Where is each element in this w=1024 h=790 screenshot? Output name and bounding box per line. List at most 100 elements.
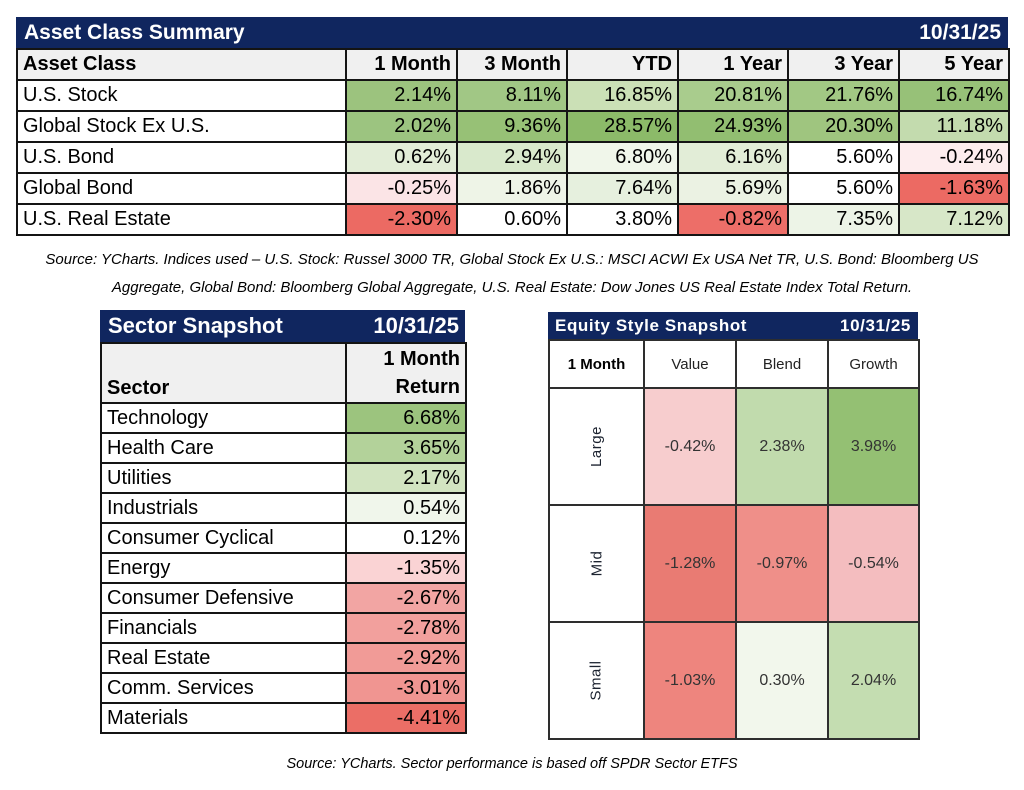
sector-return-column-header: 1 Month Return <box>345 342 467 404</box>
asset-value-cell: -0.25% <box>345 172 458 205</box>
equity-style-cell: 3.98% <box>827 387 920 506</box>
equity-header-row: 1 Month Value Blend Growth <box>548 339 920 389</box>
equity-style-cell: 0.30% <box>735 621 829 740</box>
sector-snapshot-section: Sector Snapshot 10/31/25 Sector 1 Month … <box>100 310 467 734</box>
asset-value-cell: 5.60% <box>787 141 900 174</box>
asset-value-cell: 28.57% <box>566 110 679 143</box>
asset-name: U.S. Bond <box>16 141 347 174</box>
asset-table-titlebar: Asset Class Summary 10/31/25 <box>16 17 1008 48</box>
asset-period-column-header: 3 Month <box>456 48 568 81</box>
sector-table-title: Sector Snapshot <box>108 313 283 338</box>
equity-size-label: Small <box>548 621 645 740</box>
sector-return-cell: 0.54% <box>345 492 467 524</box>
sector-return-cell: 0.12% <box>345 522 467 554</box>
asset-source-line-1: Source: YCharts. Indices used – U.S. Sto… <box>45 251 979 268</box>
asset-value-cell: -1.63% <box>898 172 1010 205</box>
asset-value-cell: 7.35% <box>787 203 900 236</box>
asset-value-cell: 6.16% <box>677 141 789 174</box>
asset-table-date: 10/31/25 <box>919 20 1001 44</box>
asset-value-cell: 1.86% <box>456 172 568 205</box>
sector-return-cell: 3.65% <box>345 432 467 464</box>
sector-row: Energy -1.35% <box>100 552 467 584</box>
equity-size-label-text: Large <box>588 425 605 467</box>
equity-column-header-growth: Growth <box>827 339 920 389</box>
equity-row: Large -0.42% 2.38% 3.98% <box>548 387 920 506</box>
asset-value-cell: 21.76% <box>787 79 900 112</box>
equity-size-label: Large <box>548 387 645 506</box>
sector-name: Utilities <box>100 462 347 494</box>
asset-row: Global Stock Ex U.S. 2.02% 9.36% 28.57% 24.9… <box>16 110 1010 143</box>
asset-value-cell: 20.30% <box>787 110 900 143</box>
sector-source-note: Source: YCharts. Sector performance is b… <box>286 756 738 772</box>
sector-return-cell: -2.78% <box>345 612 467 644</box>
sector-name: Consumer Defensive <box>100 582 347 614</box>
asset-value-cell: 16.74% <box>898 79 1010 112</box>
asset-table: Asset Class 1 Month 3 Month YTD 1 Year 3 Year… <box>16 48 1010 236</box>
equity-corner-header: 1 Month <box>548 339 645 389</box>
asset-value-cell: 7.64% <box>566 172 679 205</box>
asset-value-cell: 20.81% <box>677 79 789 112</box>
sector-name: Technology <box>100 402 347 434</box>
asset-name: U.S. Stock <box>16 79 347 112</box>
equity-table-title: Equity Style Snapshot <box>555 315 748 335</box>
sector-name: Real Estate <box>100 642 347 674</box>
asset-row: U.S. Bond 0.62% 2.94% 6.80% 6.16% 5.60% -0.24% <box>16 141 1010 174</box>
asset-period-column-header: 3 Year <box>787 48 900 81</box>
asset-value-cell: 16.85% <box>566 79 679 112</box>
sector-name: Materials <box>100 702 347 734</box>
asset-name: Global Bond <box>16 172 347 205</box>
asset-table-body: U.S. Stock 2.14% 8.11% 16.85% 20.81% 21.76% 16… <box>16 79 1010 236</box>
equity-row: Small -1.03% 0.30% 2.04% <box>548 621 920 740</box>
equity-style-cell: 2.38% <box>735 387 829 506</box>
asset-value-cell: -0.82% <box>677 203 789 236</box>
sector-name: Health Care <box>100 432 347 464</box>
sector-row: Industrials 0.54% <box>100 492 467 524</box>
equity-style-cell: -0.54% <box>827 504 920 623</box>
sector-header-row: Sector 1 Month Return <box>100 342 467 404</box>
equity-column-header-value: Value <box>643 339 737 389</box>
sector-return-cell: -1.35% <box>345 552 467 584</box>
asset-value-cell: 5.60% <box>787 172 900 205</box>
equity-style-cell: -1.28% <box>643 504 737 623</box>
sector-column-header: Sector <box>100 342 347 404</box>
asset-value-cell: 0.62% <box>345 141 458 174</box>
asset-value-cell: 11.18% <box>898 110 1010 143</box>
sector-row: Real Estate -2.92% <box>100 642 467 674</box>
sector-table-body: Technology 6.68% Health Care 3.65% Utilities… <box>100 402 467 734</box>
asset-source-note: Source: YCharts. Indices used – U.S. Sto… <box>0 246 1024 302</box>
equity-row: Mid -1.28% -0.97% -0.54% <box>548 504 920 623</box>
asset-value-cell: 24.93% <box>677 110 789 143</box>
equity-size-label: Mid <box>548 504 645 623</box>
sector-name: Industrials <box>100 492 347 524</box>
asset-class-column-header: Asset Class <box>16 48 347 81</box>
equity-style-cell: -0.42% <box>643 387 737 506</box>
asset-value-cell: -2.30% <box>345 203 458 236</box>
asset-value-cell: 9.36% <box>456 110 568 143</box>
asset-source-line-2: Aggregate, Global Bond: Bloomberg Global… <box>111 279 913 296</box>
asset-table-title: Asset Class Summary <box>24 20 245 44</box>
equity-style-cell: -1.03% <box>643 621 737 740</box>
asset-name: Global Stock Ex U.S. <box>16 110 347 143</box>
equity-column-header-blend: Blend <box>735 339 829 389</box>
asset-period-column-header: YTD <box>566 48 679 81</box>
asset-value-cell: 6.80% <box>566 141 679 174</box>
asset-value-cell: -0.24% <box>898 141 1010 174</box>
equity-style-cell: -0.97% <box>735 504 829 623</box>
sector-name: Energy <box>100 552 347 584</box>
asset-period-column-header: 1 Month <box>345 48 458 81</box>
asset-value-cell: 3.80% <box>566 203 679 236</box>
sector-row: Materials -4.41% <box>100 702 467 734</box>
asset-row: U.S. Stock 2.14% 8.11% 16.85% 20.81% 21.76% 16… <box>16 79 1010 112</box>
asset-name: U.S. Real Estate <box>16 203 347 236</box>
sector-return-cell: -3.01% <box>345 672 467 704</box>
equity-style-snapshot-section: Equity Style Snapshot 10/31/25 1 Month V… <box>548 312 920 740</box>
sector-row: Comm. Services -3.01% <box>100 672 467 704</box>
sector-row: Utilities 2.17% <box>100 462 467 494</box>
sector-return-cell: 6.68% <box>345 402 467 434</box>
equity-size-label-text: Small <box>587 659 605 701</box>
equity-style-cell: 2.04% <box>827 621 920 740</box>
asset-value-cell: 2.94% <box>456 141 568 174</box>
equity-table-titlebar: Equity Style Snapshot 10/31/25 <box>548 312 918 339</box>
equity-size-label-text: Mid <box>587 550 605 576</box>
